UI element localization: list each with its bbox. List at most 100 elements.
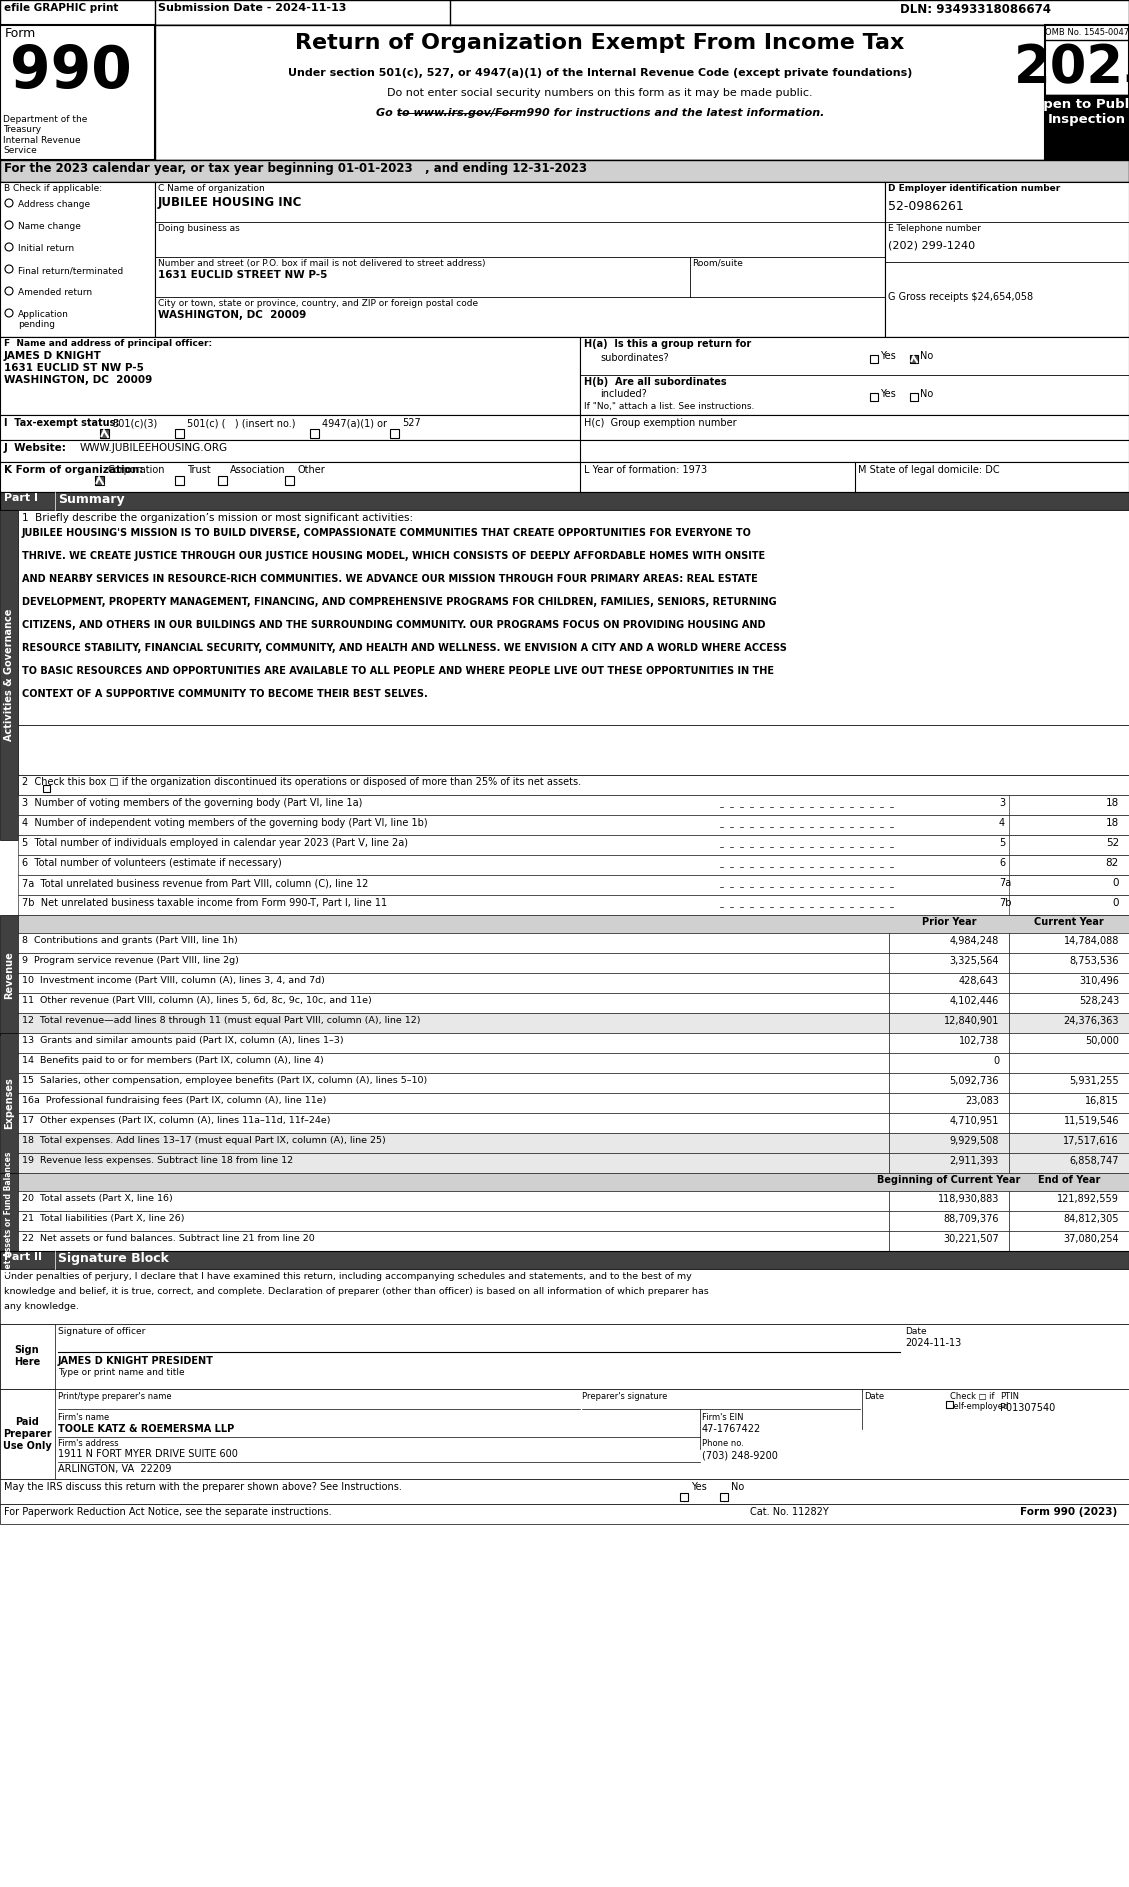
Bar [1009,1013,1129,1032]
Text: Form: Form [5,26,36,40]
Text: 2024-11-13: 2024-11-13 [905,1338,961,1347]
Bar [1009,836,1129,855]
Text: 16a  Professional fundraising fees (Part IX, column (A), line 11e): 16a Professional fundraising fees (Part … [21,1096,326,1106]
Text: Paid
Preparer
Use Only: Paid Preparer Use Only [2,1417,52,1451]
Text: Do not enter social security numbers on this form as it may be made public.: Do not enter social security numbers on … [387,89,813,98]
Bar [1009,932,1129,953]
Text: Number and street (or P.O. box if mail is not delivered to street address): Number and street (or P.O. box if mail i… [158,259,485,268]
Bar [1009,1211,1129,1230]
Bar [0,462,1129,493]
Bar [0,915,18,1034]
Text: D Employer identification number: D Employer identification number [889,185,1060,192]
Text: DLN: 93493318086674: DLN: 93493318086674 [900,4,1051,15]
Text: H(c)  Group exemption number: H(c) Group exemption number [584,419,736,428]
Text: H(b)  Are all subordinates: H(b) Are all subordinates [584,377,727,387]
Text: No: No [920,389,934,398]
Text: Part II: Part II [5,1251,42,1262]
Text: 4  Number of independent voting members of the governing body (Part VI, line 1b): 4 Number of independent voting members o… [21,817,428,828]
Text: (202) 299-1240: (202) 299-1240 [889,240,975,249]
Text: 528,243: 528,243 [1078,996,1119,1006]
Bar [285,476,294,485]
Bar [870,355,878,362]
Bar [1009,894,1129,915]
Bar [0,1479,1129,1504]
Bar [18,836,1129,855]
Bar [889,974,1009,993]
Bar [1009,1074,1129,1093]
Bar [18,815,1129,836]
Bar [18,1032,889,1053]
Bar [18,876,1129,894]
Bar [390,428,399,438]
Text: K Form of organization:: K Form of organization: [5,464,143,476]
Bar [889,953,1009,974]
Text: included?: included? [599,389,647,398]
Text: Net Assets or Fund Balances: Net Assets or Fund Balances [5,1151,14,1276]
Text: 6,858,747: 6,858,747 [1069,1157,1119,1166]
Bar [0,25,1129,160]
Bar [1045,94,1129,160]
Text: Amended return: Amended return [18,289,93,296]
Text: 3,325,564: 3,325,564 [949,957,999,966]
Text: Yes: Yes [879,351,895,360]
Text: F  Name and address of principal officer:: F Name and address of principal officer: [5,340,212,347]
Bar [18,1013,889,1032]
Bar [0,440,1129,462]
Bar [1009,953,1129,974]
Bar [889,1013,1009,1032]
Text: Preparer's signature: Preparer's signature [583,1393,667,1400]
Text: 19  Revenue less expenses. Subtract line 18 from line 12: 19 Revenue less expenses. Subtract line … [21,1157,294,1164]
Text: 30,221,507: 30,221,507 [943,1234,999,1244]
Text: Firm's EIN: Firm's EIN [702,1413,744,1423]
Bar [0,1389,55,1479]
Text: Yes: Yes [691,1481,707,1493]
Bar [0,1325,55,1389]
Text: Sign
Here: Sign Here [14,1345,41,1366]
Text: Under penalties of perjury, I declare that I have examined this return, includin: Under penalties of perjury, I declare th… [5,1272,692,1281]
Text: 14  Benefits paid to or for members (Part IX, column (A), line 4): 14 Benefits paid to or for members (Part… [21,1057,324,1064]
Text: 7a: 7a [999,877,1012,889]
Bar [1009,1153,1129,1174]
Text: 11,519,546: 11,519,546 [1064,1115,1119,1127]
Bar [889,1053,1009,1074]
Bar [0,1325,1129,1389]
Bar [0,0,1129,25]
Text: 310,496: 310,496 [1079,976,1119,987]
Bar [0,1504,1129,1525]
Text: L Year of formation: 1973: L Year of formation: 1973 [584,464,707,476]
Text: Print/type preparer's name: Print/type preparer's name [58,1393,172,1400]
Text: Date: Date [905,1327,927,1336]
Bar [889,1153,1009,1174]
Bar [910,392,918,402]
Text: JAMES D KNIGHT PRESIDENT: JAMES D KNIGHT PRESIDENT [58,1357,213,1366]
Text: City or town, state or province, country, and ZIP or foreign postal code: City or town, state or province, country… [158,298,478,308]
Bar [18,1174,1129,1191]
Text: any knowledge.: any knowledge. [5,1302,79,1311]
Text: 9,929,508: 9,929,508 [949,1136,999,1145]
Circle shape [5,287,14,294]
Circle shape [5,198,14,208]
Text: 4947(a)(1) or: 4947(a)(1) or [322,419,387,428]
Text: G Gross receipts $24,654,058: G Gross receipts $24,654,058 [889,292,1033,302]
Text: Department of the
Treasury
Internal Revenue
Service: Department of the Treasury Internal Reve… [3,115,87,155]
Text: 14,784,088: 14,784,088 [1064,936,1119,945]
Text: AND NEARBY SERVICES IN RESOURCE-RICH COMMUNITIES. WE ADVANCE OUR MISSION THROUGH: AND NEARBY SERVICES IN RESOURCE-RICH COM… [21,574,758,583]
Text: H(a)  Is this a group return for: H(a) Is this a group return for [584,340,751,349]
Text: 82: 82 [1105,859,1119,868]
Text: 527: 527 [402,419,421,428]
Text: 52: 52 [1105,838,1119,847]
Bar [18,953,889,974]
Bar [18,1113,889,1132]
Text: 6  Total number of volunteers (estimate if necessary): 6 Total number of volunteers (estimate i… [21,859,282,868]
Bar [0,338,1129,415]
Text: efile GRAPHIC print: efile GRAPHIC print [5,4,119,13]
Bar [175,476,184,485]
Text: 7b: 7b [999,898,1012,908]
Bar [0,181,155,338]
Bar [1009,876,1129,894]
Bar [889,1113,1009,1132]
Text: 37,080,254: 37,080,254 [1064,1234,1119,1244]
Bar [0,493,1129,509]
Bar [310,428,320,438]
Bar [0,415,1129,440]
